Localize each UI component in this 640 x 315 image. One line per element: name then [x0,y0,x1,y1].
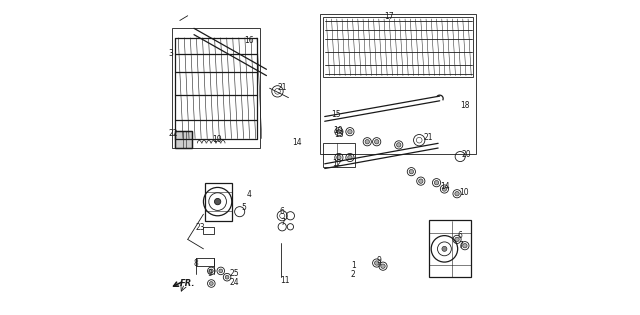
Circle shape [337,155,341,160]
Circle shape [409,169,413,174]
Bar [172,28,260,148]
Text: 1: 1 [351,261,356,270]
Circle shape [442,187,447,191]
Text: 10: 10 [333,126,343,135]
Circle shape [225,275,229,279]
Text: 23: 23 [195,223,205,232]
Text: 25: 25 [230,269,239,278]
Text: 20: 20 [461,150,472,159]
Text: 2: 2 [351,271,356,279]
Bar [175,131,193,148]
Text: 21: 21 [278,83,287,92]
Text: 10: 10 [460,188,469,197]
Text: 24: 24 [230,278,239,287]
Text: 14: 14 [292,138,302,147]
Text: 6: 6 [458,231,463,240]
Text: 11: 11 [280,277,290,285]
Circle shape [219,269,223,273]
Bar [320,14,476,154]
Circle shape [442,246,447,251]
Circle shape [419,179,423,183]
Text: FR.: FR. [180,279,195,288]
Text: 6: 6 [280,207,285,216]
Text: 18: 18 [460,101,470,110]
Text: 21: 21 [424,134,433,142]
Text: 17: 17 [385,12,394,21]
Circle shape [435,180,439,185]
Circle shape [365,140,369,144]
Circle shape [463,243,467,248]
Bar [323,143,355,167]
Text: 22: 22 [169,129,179,138]
Bar [175,131,193,148]
Bar [429,220,471,277]
Bar [204,227,214,234]
Bar [205,183,232,220]
Bar [196,258,214,266]
Text: 14: 14 [441,182,451,191]
Text: 5: 5 [241,203,246,212]
Text: 12: 12 [333,159,342,168]
Text: 16: 16 [244,36,253,45]
Circle shape [455,192,460,196]
Bar [323,17,473,77]
Circle shape [374,261,379,265]
Text: 13: 13 [334,130,344,139]
Circle shape [209,269,213,273]
Text: 8: 8 [194,260,199,268]
Text: 15: 15 [331,110,340,118]
Circle shape [381,264,385,268]
Text: 4: 4 [247,190,252,199]
Circle shape [348,129,352,134]
Circle shape [455,237,460,242]
Circle shape [337,129,341,134]
Text: 19: 19 [212,135,222,144]
Text: 3: 3 [168,49,173,58]
Circle shape [374,140,379,144]
Circle shape [209,282,213,285]
Text: 7: 7 [458,241,463,249]
Text: 7: 7 [280,218,285,226]
Circle shape [214,198,221,205]
Text: 9: 9 [207,269,212,278]
Text: 9: 9 [376,256,381,265]
Circle shape [348,155,352,160]
Circle shape [397,143,401,147]
